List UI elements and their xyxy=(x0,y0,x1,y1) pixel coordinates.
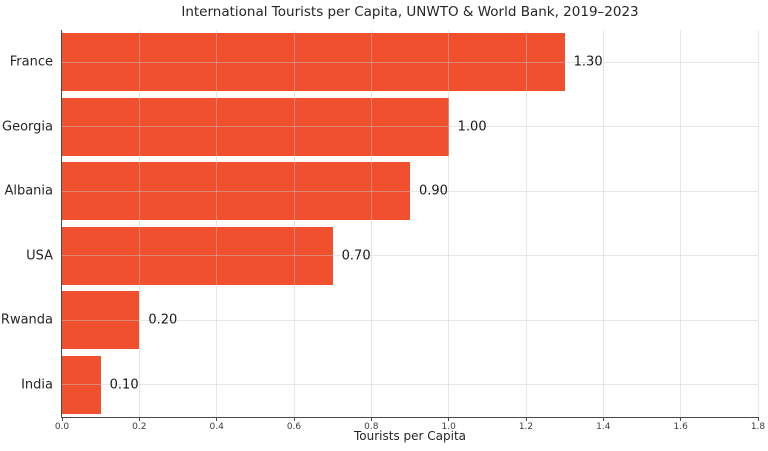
x-tick-label: 0.8 xyxy=(364,422,379,432)
x-tick xyxy=(293,417,295,421)
bar-albania xyxy=(62,162,410,221)
gridline-horizontal xyxy=(62,384,758,386)
x-tick xyxy=(448,417,450,421)
gridline-vertical xyxy=(293,30,295,417)
value-label: 0.90 xyxy=(419,183,448,199)
gridline-vertical xyxy=(757,30,759,417)
gridline-horizontal xyxy=(62,319,758,321)
gridline-horizontal xyxy=(62,61,758,63)
gridline-horizontal xyxy=(62,126,758,128)
plot-area: France 1.30 Georgia 1.00 Albania 0.90 USA 0.70 R… xyxy=(1,30,765,432)
x-tick-label: 1.2 xyxy=(518,422,534,432)
category-label: India xyxy=(21,377,53,393)
gridline-horizontal xyxy=(62,255,758,257)
value-label: 0.70 xyxy=(341,248,371,264)
value-label: 1.30 xyxy=(573,54,603,70)
x-tick xyxy=(370,417,372,421)
gridline-vertical xyxy=(138,30,140,417)
category-label: Rwanda xyxy=(0,312,53,328)
x-tick-label: 1.4 xyxy=(596,422,611,432)
bar-france xyxy=(62,33,565,92)
x-tick xyxy=(525,417,527,421)
value-label: 0.20 xyxy=(148,312,178,328)
x-tick-label: 0.6 xyxy=(286,422,302,432)
x-tick xyxy=(216,417,218,421)
category-label: Georgia xyxy=(2,119,53,135)
bar-georgia xyxy=(62,97,449,156)
bar-india xyxy=(62,355,101,414)
x-tick-label: 1.8 xyxy=(750,422,766,432)
gridline-vertical xyxy=(448,30,450,417)
bar-usa xyxy=(62,226,333,285)
x-tick xyxy=(138,417,140,421)
x-tick xyxy=(680,417,682,421)
y-axis-spine xyxy=(61,30,63,417)
category-label: France xyxy=(9,54,53,70)
gridline-vertical xyxy=(370,30,372,417)
x-tick-label: 0.0 xyxy=(54,422,70,432)
value-label: 0.10 xyxy=(109,377,139,393)
x-tick-label: 1.6 xyxy=(673,422,688,432)
x-tick-label: 1.0 xyxy=(441,422,456,432)
x-tick-label: 0.2 xyxy=(132,422,147,432)
x-tick xyxy=(61,417,63,421)
category-label: Albania xyxy=(4,183,53,199)
value-label: 1.00 xyxy=(457,119,487,135)
x-tick xyxy=(602,417,604,421)
gridline-horizontal xyxy=(62,190,758,192)
bar-rwanda xyxy=(62,291,140,350)
x-axis-label: Tourists per Capita xyxy=(353,429,467,443)
x-tick xyxy=(757,417,759,421)
x-axis-spine xyxy=(61,416,758,418)
category-label: USA xyxy=(26,248,53,264)
gridline-vertical xyxy=(602,30,604,417)
gridline-vertical xyxy=(680,30,682,417)
x-tick-label: 0.4 xyxy=(209,422,224,432)
chart-title: International Tourists per Capita, UNWTO… xyxy=(181,4,639,20)
gridline-vertical xyxy=(216,30,218,417)
gridline-vertical xyxy=(525,30,527,417)
